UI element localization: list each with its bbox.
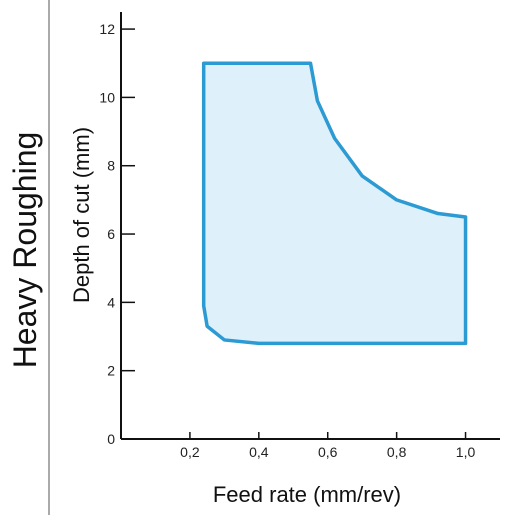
x-tick-label: 0,4 — [249, 444, 269, 460]
x-tick-label: 0,2 — [180, 444, 200, 460]
y-tick-label: 4 — [107, 294, 115, 310]
x-axis-title: Feed rate (mm/rev) — [213, 482, 401, 507]
y-tick-label: 6 — [107, 226, 115, 242]
y-tick-label: 10 — [99, 89, 115, 105]
y-tick-label: 8 — [107, 158, 115, 174]
operating-region — [201, 61, 468, 346]
y-tick-label: 12 — [99, 21, 115, 37]
axes — [120, 12, 500, 440]
side-title: Heavy Roughing — [7, 132, 43, 369]
x-axis-ticks: 0,2 0,4 0,6 0,8 1,0 — [180, 432, 475, 460]
y-tick-label: 2 — [107, 363, 115, 379]
y-axis-title: Depth of cut (mm) — [69, 127, 94, 303]
x-tick-label: 1,0 — [456, 444, 476, 460]
y-tick-label: 0 — [107, 431, 115, 447]
y-axis-ticks: 0 2 4 6 8 10 12 — [99, 21, 135, 447]
x-tick-label: 0,6 — [318, 444, 338, 460]
plot-region — [201, 61, 468, 346]
x-tick-label: 0,8 — [387, 444, 407, 460]
